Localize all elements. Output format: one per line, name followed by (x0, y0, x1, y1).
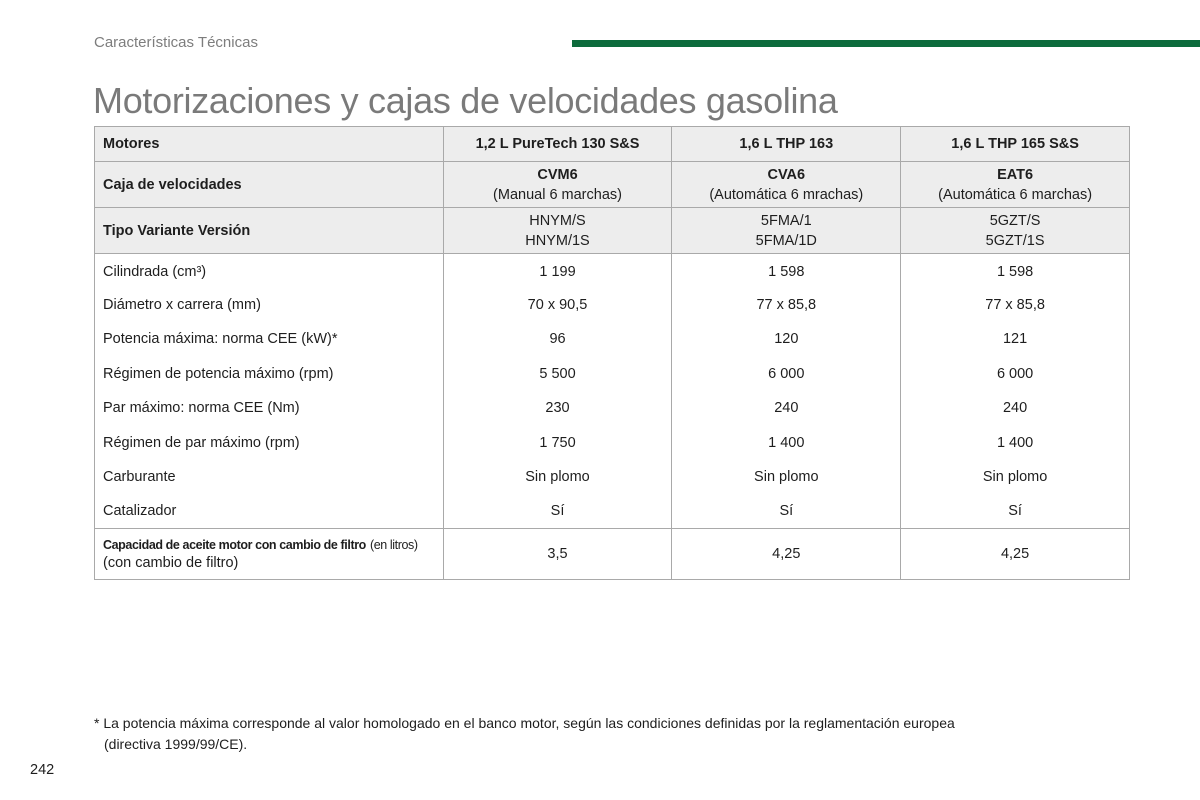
table-cell: 6 000 (671, 356, 902, 392)
gearbox-description: (Automática 6 mrachas) (709, 186, 864, 203)
gearbox-cell: CVM6 (Manual 6 marchas) (442, 161, 673, 208)
table-cell: Sí (671, 494, 902, 529)
table-cell: 70 x 90,5 (442, 287, 673, 323)
type-code: HNYM/1S (525, 232, 590, 249)
type-code: HNYM/S (529, 212, 586, 229)
table-cell: 77 x 85,8 (671, 287, 902, 323)
gearbox-cell: CVA6 (Automática 6 mrachas) (671, 161, 902, 208)
table-cell: 6 000 (900, 356, 1130, 392)
table-row: Potencia máxima: norma CEE (kW)* 96 120 … (94, 322, 1130, 357)
engine-cell: 1,6 L THP 165 S&S (900, 126, 1130, 162)
table-cell: 240 (900, 391, 1130, 426)
row-label: Catalizador (94, 494, 444, 529)
table-cell: 1 750 (442, 425, 673, 460)
table-cell: 121 (900, 322, 1130, 357)
table-cell: Sí (900, 494, 1130, 529)
row-label: Par máximo: norma CEE (Nm) (94, 391, 444, 426)
oil-capacity-row: Capacidad de aceite motor con cambio de … (94, 528, 1130, 581)
type-variant-cell: 5FMA/1 5FMA/1D (671, 207, 902, 254)
table-cell: 4,25 (900, 528, 1130, 581)
table-row: Régimen de potencia máximo (rpm) 5 500 6… (94, 356, 1130, 392)
table-row: Par máximo: norma CEE (Nm) 230 240 240 (94, 391, 1130, 426)
page-number: 242 (30, 762, 55, 778)
table-cell: 120 (671, 322, 902, 357)
table-cell: 1 400 (671, 425, 902, 460)
row-label: Potencia máxima: norma CEE (kW)* (94, 322, 444, 357)
table-cell: 1 199 (442, 253, 673, 288)
gearbox-description: (Automática 6 marchas) (938, 186, 1093, 203)
gearbox-code: CVM6 (537, 166, 578, 183)
table-cell: 3,5 (442, 528, 673, 581)
oil-capacity-label-bold: Capacidad de aceite motor con cambio de … (103, 538, 366, 553)
engines-row: Motores 1,2 L PureTech 130 S&S 1,6 L THP… (94, 126, 1130, 162)
table-cell: 77 x 85,8 (900, 287, 1130, 323)
gearbox-code: EAT6 (997, 166, 1034, 183)
type-variant-row: Tipo Variante Versión HNYM/S HNYM/1S 5FM… (94, 207, 1130, 254)
table-row: Régimen de par máximo (rpm) 1 750 1 400 … (94, 425, 1130, 460)
table-cell: 96 (442, 322, 673, 357)
section-accent-bar (572, 40, 1200, 47)
engine-cell: 1,2 L PureTech 130 S&S (442, 126, 673, 162)
table-row: Diámetro x carrera (mm) 70 x 90,5 77 x 8… (94, 287, 1130, 323)
table-cell: 1 598 (900, 253, 1130, 288)
engines-label: Motores (94, 126, 444, 162)
table-cell: 4,25 (671, 528, 902, 581)
row-label: Régimen de potencia máximo (rpm) (94, 356, 444, 392)
table-cell: Sin plomo (442, 459, 673, 495)
gearbox-code: CVA6 (767, 166, 806, 183)
gearbox-description: (Manual 6 marchas) (493, 186, 622, 203)
gearbox-cell: EAT6 (Automática 6 marchas) (900, 161, 1130, 208)
gearbox-label: Caja de velocidades (94, 161, 444, 208)
type-code: 5GZT/1S (985, 232, 1045, 249)
table-cell: Sin plomo (900, 459, 1130, 495)
row-label: Régimen de par máximo (rpm) (94, 425, 444, 460)
type-variant-cell: 5GZT/S 5GZT/1S (900, 207, 1130, 254)
footnote-line-2: (directiva 1999/99/CE). (104, 736, 248, 752)
table-cell: 5 500 (442, 356, 673, 392)
table-cell: 230 (442, 391, 673, 426)
type-code: 5GZT/S (989, 212, 1041, 229)
row-label: Cilindrada (cm³) (94, 253, 444, 288)
footnote-line-1: * La potencia máxima corresponde al valo… (94, 715, 955, 731)
gearbox-row: Caja de velocidades CVM6 (Manual 6 march… (94, 161, 1130, 208)
row-label: Diámetro x carrera (mm) (94, 287, 444, 323)
table-cell: 240 (671, 391, 902, 426)
table-cell: 1 598 (671, 253, 902, 288)
footnote: * La potencia máxima corresponde al valo… (94, 713, 1074, 755)
oil-capacity-note: (con cambio de filtro) (103, 555, 239, 572)
type-code: 5FMA/1 (760, 212, 812, 229)
spec-table: Motores 1,2 L PureTech 130 S&S 1,6 L THP… (94, 126, 1130, 581)
table-row: Carburante Sin plomo Sin plomo Sin plomo (94, 459, 1130, 495)
type-variant-label: Tipo Variante Versión (94, 207, 444, 254)
type-code: 5FMA/1D (755, 232, 817, 249)
table-row: Catalizador Sí Sí Sí (94, 494, 1130, 529)
oil-capacity-unit: (en litros) (369, 538, 418, 553)
row-label: Carburante (94, 459, 444, 495)
table-cell: Sin plomo (671, 459, 902, 495)
table-cell: Sí (442, 494, 673, 529)
oil-capacity-label: Capacidad de aceite motor con cambio de … (94, 528, 444, 581)
type-variant-cell: HNYM/S HNYM/1S (442, 207, 673, 254)
table-row: Cilindrada (cm³) 1 199 1 598 1 598 (94, 253, 1130, 288)
section-title: Características Técnicas (94, 34, 258, 51)
table-cell: 1 400 (900, 425, 1130, 460)
page-heading: Motorizaciones y cajas de velocidades ga… (93, 80, 838, 121)
engine-cell: 1,6 L THP 163 (671, 126, 902, 162)
